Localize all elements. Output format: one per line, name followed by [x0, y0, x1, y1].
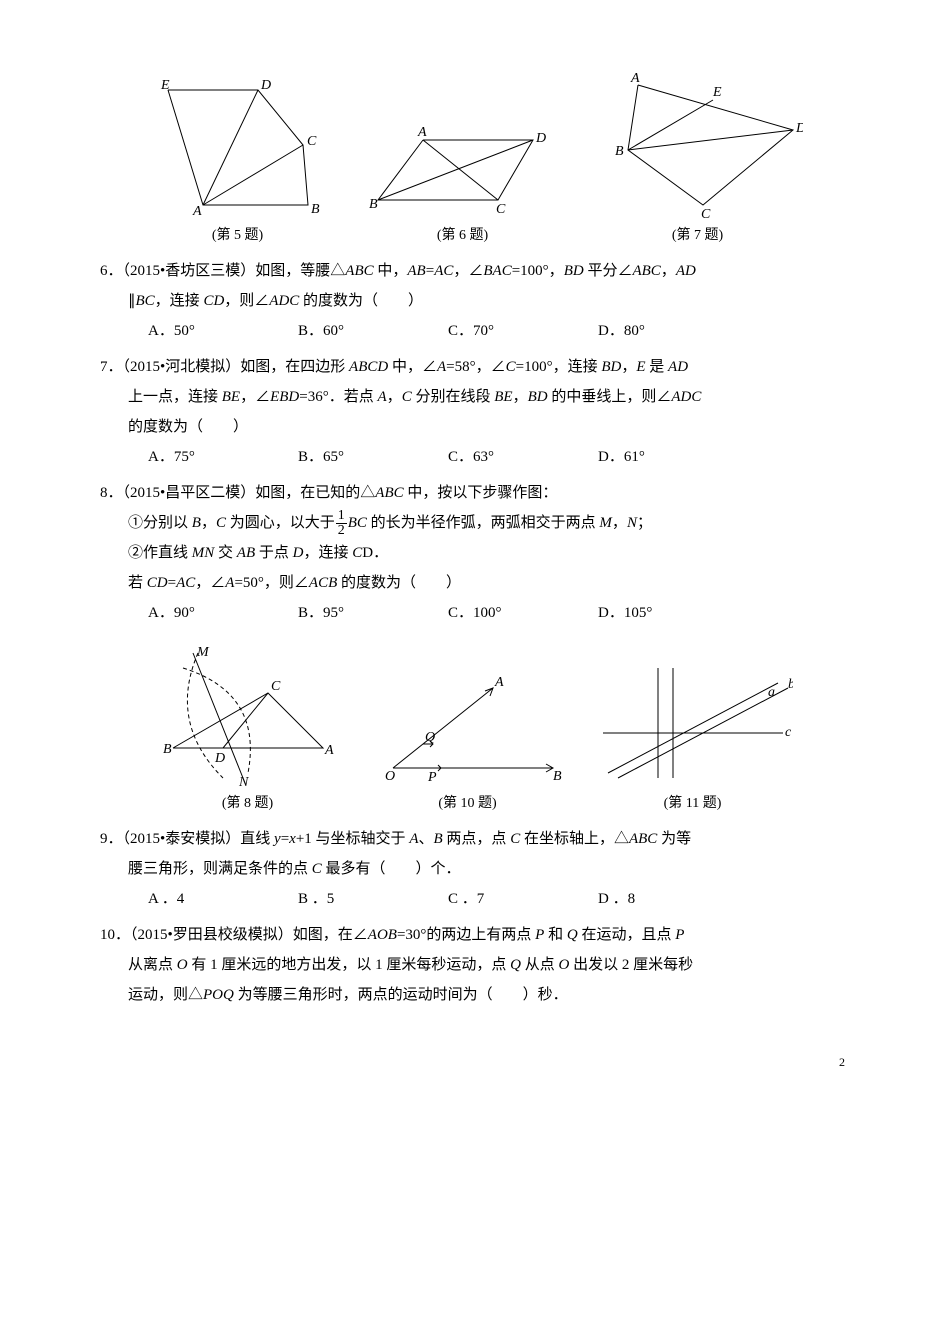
q9-options: A ．4 B ．5 C ．7 D ．8: [148, 884, 845, 914]
svg-text:D: D: [535, 131, 546, 146]
q6-num: 6．: [100, 263, 123, 279]
svg-text:C: C: [307, 134, 317, 149]
svg-text:B: B: [163, 742, 172, 757]
figure-8-caption: (第 8 题): [222, 790, 273, 818]
svg-text:c: c: [785, 725, 792, 740]
figure-7: A E D B C (第 7 题): [593, 70, 803, 250]
svg-text:Q: Q: [425, 730, 435, 745]
q8-opt-a: A．90°: [148, 598, 288, 628]
q6-opt-b: B．60°: [298, 316, 438, 346]
q8-step1: ①分别以 B，C 为圆心，以大于12BC 的长为半径作弧，两弧相交于两点 M，N…: [128, 508, 845, 538]
q7-num: 7．: [100, 359, 123, 375]
q8-opt-c: C．100°: [448, 598, 588, 628]
figures-row-mid: M C B A D N (第 8 题) O B: [100, 638, 845, 818]
figure-8-svg: M C B A D N: [153, 638, 343, 788]
figure-10: O B A Q P (第 10 题): [373, 668, 563, 818]
figure-7-svg: A E D B C: [593, 70, 803, 220]
svg-text:E: E: [160, 78, 170, 93]
svg-text:O: O: [385, 769, 395, 784]
q8-step2: ②作直线 MN 交 AB 于点 D，连接 CD．: [128, 538, 845, 568]
figure-6-svg: A D B C: [363, 120, 563, 220]
svg-text:B: B: [553, 769, 562, 784]
q9-num: 9．: [100, 831, 123, 847]
q10-num: 10．: [100, 927, 130, 943]
q7-line3: 的度数为（ ）: [128, 412, 845, 442]
question-7: 7．（2015•河北模拟）如图，在四边形 ABCD 中，∠A=58°，∠C=10…: [100, 352, 845, 472]
figure-6-caption: (第 6 题): [437, 222, 488, 250]
svg-text:A: A: [324, 743, 334, 758]
q10-line3: 运动，则△POQ 为等腰三角形时，两点的运动时间为（ ）秒．: [128, 980, 845, 1010]
svg-text:C: C: [271, 679, 281, 694]
page-number: 2: [100, 1050, 845, 1074]
svg-text:N: N: [238, 775, 249, 788]
figure-5-svg: E D C B A: [143, 75, 333, 220]
q7-opt-a: A．75°: [148, 442, 288, 472]
question-9: 9．（2015•泰安模拟）直线 y=x+1 与坐标轴交于 A、B 两点，点 C …: [100, 824, 845, 914]
svg-text:a: a: [768, 685, 775, 700]
svg-text:C: C: [496, 202, 506, 217]
q6-opt-a: A．50°: [148, 316, 288, 346]
svg-text:A: A: [494, 675, 504, 690]
q9-opt-b: B ．5: [298, 884, 438, 914]
svg-text:E: E: [712, 85, 722, 100]
q10-line2: 从离点 O 有 1 厘米远的地方出发，以 1 厘米每秒运动，点 Q 从点 O 出…: [128, 950, 845, 980]
q8-options: A．90° B．95° C．100° D．105°: [148, 598, 845, 628]
q8-opt-d: D．105°: [598, 598, 738, 628]
svg-text:B: B: [615, 144, 624, 159]
q7-opt-b: B．65°: [298, 442, 438, 472]
q8-opt-b: B．95°: [298, 598, 438, 628]
fraction-half: 12: [336, 509, 347, 538]
q9-line2: 腰三角形，则满足条件的点 C 最多有（ ）个．: [128, 854, 845, 884]
q7-opt-c: C．63°: [448, 442, 588, 472]
figure-10-svg: O B A Q P: [373, 668, 563, 788]
q6-opt-c: C．70°: [448, 316, 588, 346]
q7-options: A．75° B．65° C．63° D．61°: [148, 442, 845, 472]
question-6: 6．（2015•香坊区三模）如图，等腰△ABC 中，AB=AC，∠BAC=100…: [100, 256, 845, 346]
figures-row-top: E D C B A (第 5 题) A D B C (第 6 题): [100, 70, 845, 250]
q9-opt-c: C ．7: [448, 884, 588, 914]
svg-text:A: A: [417, 125, 427, 140]
svg-text:A: A: [630, 71, 640, 86]
figure-11: a b c (第 11 题): [593, 658, 793, 818]
question-10: 10．（2015•罗田县校级模拟）如图，在∠AOB=30°的两边上有两点 P 和…: [100, 920, 845, 1010]
q6-opt-d: D．80°: [598, 316, 738, 346]
question-8: 8．（2015•昌平区二模）如图，在已知的△ABC 中，按以下步骤作图： ①分别…: [100, 478, 845, 628]
figure-5: E D C B A (第 5 题): [143, 75, 333, 250]
svg-text:A: A: [192, 204, 202, 219]
q9-opt-d: D ．8: [598, 884, 738, 914]
figure-7-caption: (第 7 题): [672, 222, 723, 250]
svg-text:B: B: [369, 197, 378, 212]
svg-text:b: b: [788, 677, 793, 692]
q8-num: 8．: [100, 485, 123, 501]
figure-5-caption: (第 5 题): [212, 222, 263, 250]
figure-8: M C B A D N (第 8 题): [153, 638, 343, 818]
svg-text:C: C: [701, 207, 711, 220]
q6-options: A．50° B．60° C．70° D．80°: [148, 316, 845, 346]
svg-text:D: D: [795, 121, 803, 136]
q6-line2: ∥BC，连接 CD，则∠ADC 的度数为（ ）: [128, 286, 845, 316]
figure-11-caption: (第 11 题): [664, 790, 722, 818]
svg-text:M: M: [196, 645, 210, 660]
figure-11-svg: a b c: [593, 658, 793, 788]
svg-text:D: D: [260, 78, 271, 93]
svg-text:B: B: [311, 202, 320, 217]
q9-opt-a: A ．4: [148, 884, 288, 914]
q7-line2: 上一点，连接 BE，∠EBD=36°．若点 A，C 分别在线段 BE，BD 的中…: [128, 382, 845, 412]
q8-line3: 若 CD=AC，∠A=50°，则∠ACB 的度数为（ ）: [128, 568, 845, 598]
q7-opt-d: D．61°: [598, 442, 738, 472]
svg-text:P: P: [427, 770, 437, 785]
figure-6: A D B C (第 6 题): [363, 120, 563, 250]
figure-10-caption: (第 10 题): [438, 790, 496, 818]
svg-text:D: D: [214, 751, 225, 766]
